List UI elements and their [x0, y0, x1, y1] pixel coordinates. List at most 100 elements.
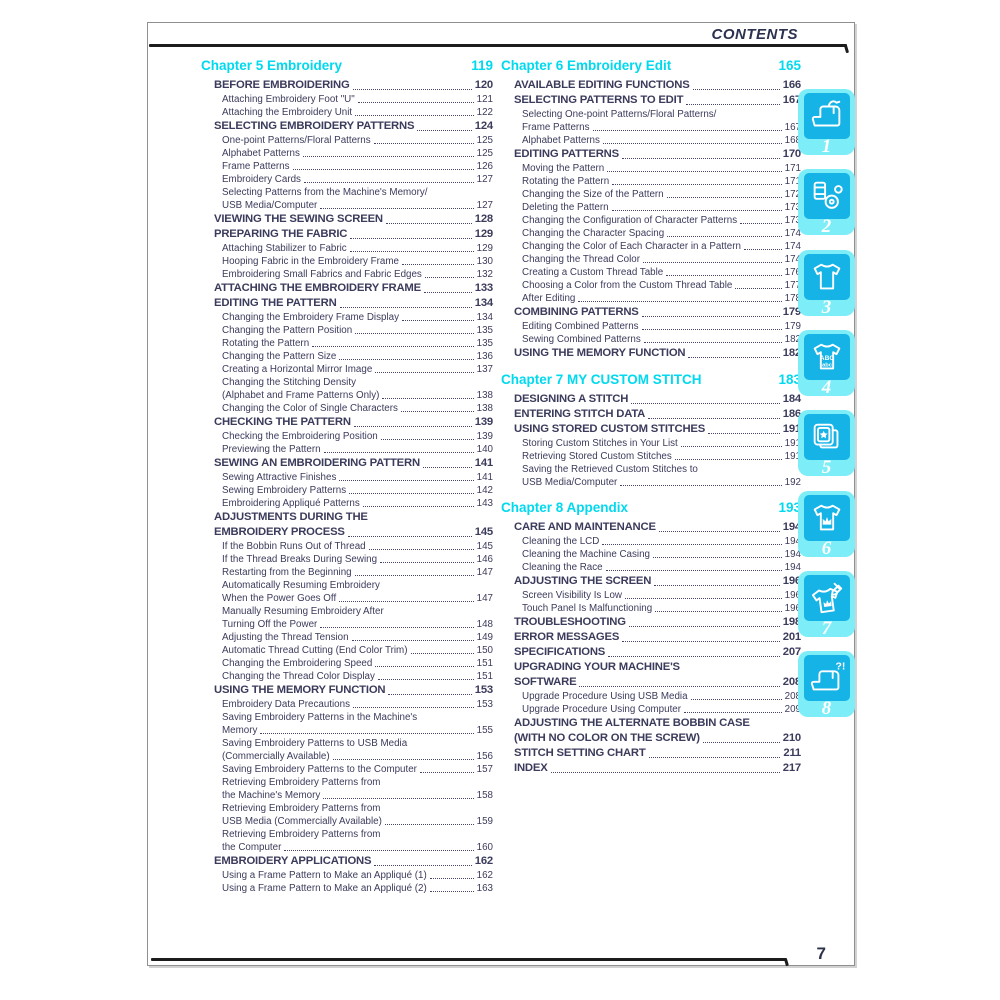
toc-entry: Frame Patterns 126: [201, 160, 493, 173]
toc-entry: Choosing a Color from the Custom Thread …: [501, 279, 801, 292]
dot-leader: [419, 772, 474, 773]
dot-leader: [648, 757, 781, 758]
toc-entry-page: 162: [476, 870, 493, 881]
toc-entry: Changing the Embroidering Speed 151: [201, 657, 493, 670]
dot-leader: [429, 878, 474, 879]
toc-entry-page: 173: [784, 215, 801, 226]
toc-entry-label: Sewing Combined Patterns: [522, 334, 641, 345]
toc-entry: Embroidering Appliqué Patterns 143: [201, 497, 493, 510]
side-tab-8: ?! 8: [798, 651, 855, 719]
tab-number: 8: [821, 698, 832, 719]
dot-leader: [380, 562, 474, 563]
toc-entry: Saving Embroidery Patterns in the Machin…: [201, 711, 493, 724]
toc-entry-page: 120: [474, 79, 493, 91]
toc-entry-page: 198: [782, 616, 801, 628]
toc-entry-page: 151: [476, 671, 493, 682]
dot-leader: [303, 182, 474, 183]
toc-entry-label: Deleting the Pattern: [522, 202, 609, 213]
toc-entry: ERROR MESSAGES 201: [501, 630, 801, 645]
toc-entry-page: 209: [784, 704, 801, 715]
dot-leader: [643, 262, 782, 263]
dot-leader: [579, 686, 780, 687]
toc-entry-page: 141: [476, 472, 493, 483]
toc-entry-page: 196: [782, 575, 801, 587]
dot-leader: [292, 169, 474, 170]
toc-entry-label: CARE AND MAINTENANCE: [514, 521, 656, 533]
dot-leader: [684, 712, 782, 713]
toc-entry-page: 171: [784, 163, 801, 174]
tab-number: 3: [821, 297, 832, 318]
dot-leader: [422, 467, 472, 468]
toc-entry-page: 142: [476, 485, 493, 496]
toc-entry-label: USB Media (Commercially Available): [222, 816, 382, 827]
toc-entry: Retrieving Stored Custom Stitches 191: [501, 450, 801, 463]
toc-entry-label: Restarting from the Beginning: [222, 567, 352, 578]
dot-leader: [735, 288, 782, 289]
tab-number: 4: [821, 377, 832, 398]
dot-leader: [260, 733, 474, 734]
dot-leader: [578, 301, 782, 302]
dot-leader: [607, 171, 782, 172]
toc-entry-label: Cleaning the Machine Casing: [522, 549, 650, 560]
dot-leader: [708, 433, 780, 434]
toc-entry: ADJUSTMENTS DURING THE: [201, 510, 493, 525]
dot-leader: [349, 251, 474, 252]
toc-entry-page: 138: [476, 390, 493, 401]
toc-entry-page: 129: [474, 228, 493, 240]
toc-entry-page: 132: [476, 269, 493, 280]
toc-entry: SOFTWARE 208: [501, 675, 801, 690]
toc-entry-label: Changing the Thread Color: [522, 254, 641, 265]
chapter-heading: Chapter 6 Embroidery Edit 165: [501, 56, 801, 76]
toc-entry-label: (WITH NO COLOR ON THE SCREW): [514, 732, 700, 744]
toc-entry: USB Media/Computer 192: [501, 476, 801, 489]
dot-leader: [417, 130, 472, 131]
dot-leader: [680, 446, 782, 447]
toc-entry-page: 148: [476, 619, 493, 630]
t-shirt-icon: [803, 254, 850, 300]
toc-entry-label: Upgrade Procedure Using Computer: [522, 704, 682, 715]
toc-entry-page: 156: [476, 751, 493, 762]
toc-entry-label: AVAILABLE EDITING FUNCTIONS: [514, 79, 690, 91]
dot-leader: [605, 570, 782, 571]
toc-entry-label: Upgrade Procedure Using USB Media: [522, 691, 688, 702]
toc-entry: TROUBLESHOOTING 198: [501, 615, 801, 630]
dot-leader: [320, 208, 474, 209]
toc-entry-label: (Alphabet and Frame Patterns Only): [222, 390, 380, 401]
toc-entry: Cleaning the LCD 194: [501, 535, 801, 548]
toc-entry: Storing Custom Stitches in Your List 191: [501, 437, 801, 450]
toc-entry-label: Using a Frame Pattern to Make an Appliqu…: [222, 883, 427, 894]
toc-entry-label: BEFORE EMBROIDERING: [214, 79, 350, 91]
dot-leader: [339, 601, 474, 602]
toc-entry-page: 135: [476, 338, 493, 349]
toc-entry-page: 211: [783, 747, 801, 759]
dot-leader: [339, 359, 474, 360]
toc-entry-label: EMBROIDERY APPLICATIONS: [214, 855, 372, 867]
toc-entry-page: 124: [474, 120, 493, 132]
toc-entry-label: After Editing: [522, 293, 576, 304]
toc-entry-page: 140: [476, 444, 493, 455]
toc-entry: Retrieving Embroidery Patterns from: [201, 828, 493, 841]
dot-leader: [702, 742, 780, 743]
tab-number: 7: [821, 618, 832, 639]
toc-entry: Attaching Embroidery Foot "U" 121: [201, 93, 493, 106]
toc-entry-page: 162: [474, 855, 493, 867]
toc-entry: Changing the Embroidery Frame Display 134: [201, 311, 493, 324]
toc-entry-label: Selecting Patterns from the Machine's Me…: [222, 187, 428, 198]
dot-leader: [384, 824, 474, 825]
toc-entry-label: One-point Patterns/Floral Patterns: [222, 135, 371, 146]
dot-leader: [302, 156, 474, 157]
toc-entry: Saving Embroidery Patterns to USB Media: [201, 737, 493, 750]
toc-entry-page: 174: [784, 228, 801, 239]
toc-entry: AVAILABLE EDITING FUNCTIONS 166: [501, 78, 801, 93]
dot-leader: [654, 585, 780, 586]
toc-entry-page: 201: [782, 631, 801, 643]
dot-leader: [602, 544, 782, 545]
toc-entry-label: USING STORED CUSTOM STITCHES: [514, 423, 706, 435]
dot-leader: [674, 459, 782, 460]
toc-entry-page: 167: [784, 122, 801, 133]
toc-entry-page: 139: [474, 416, 493, 428]
toc-entry: Memory 155: [201, 724, 493, 737]
toc-entry: VIEWING THE SEWING SCREEN 128: [201, 212, 493, 227]
toc-entry-label: SEWING AN EMBROIDERING PATTERN: [214, 457, 420, 469]
toc-entry: Automatically Resuming Embroidery: [201, 579, 493, 592]
